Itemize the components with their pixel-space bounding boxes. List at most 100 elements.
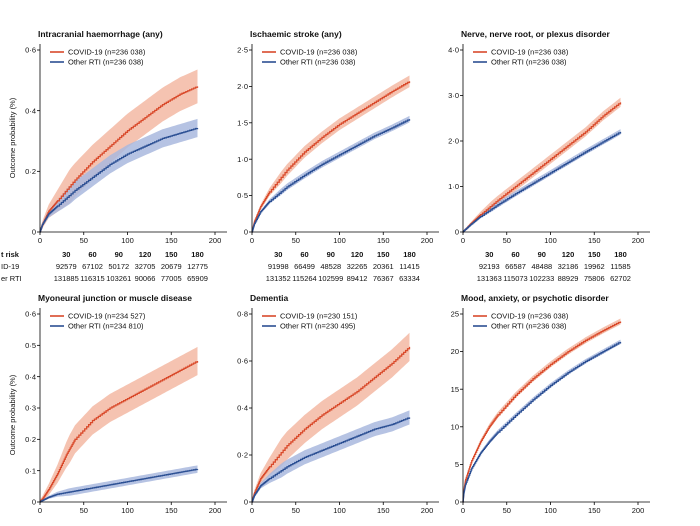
risk-header: t risk [1,250,20,259]
series-line-other [39,127,199,233]
y-tick-label: 0·6 [25,310,36,319]
y-tick-label: 0 [455,228,459,237]
risk-count-covid: 12775 [187,262,208,271]
risk-rowlabel-covid: ID-19 [1,262,19,271]
y-axis-label-bottom: Outcome probability (%) [8,374,17,455]
y-tick-label: 0·1 [25,466,36,475]
risk-time: 60 [511,250,519,259]
ci-band-other [252,410,410,502]
panel-title: Nerve, nerve root, or plexus disorder [461,29,610,39]
x-tick-label: 150 [588,236,601,245]
legend-label-covid: COVID-19 (n=236 038) [280,48,358,57]
risk-time: 90 [538,250,546,259]
panel-title: Dementia [250,293,289,303]
risk-count-other: 103261 [106,274,131,283]
y-tick-label: 20 [451,347,459,356]
y-tick-label: 0·5 [237,191,248,200]
risk-count-other: 63334 [399,274,420,283]
risk-time: 180 [191,250,204,259]
risk-time: 180 [403,250,416,259]
panel-2: Ischaemic stroke (any) 0 50 100 150 200 0 0·5 1·… [237,29,439,245]
legend-label-covid: COVID-19 (n=234 527) [68,312,146,321]
legend-label-covid: COVID-19 (n=230 151) [280,312,358,321]
risk-rowlabel-other: er RTI [1,274,22,283]
x-tick-label: 200 [209,506,222,515]
series-line-covid [39,361,199,503]
risk-count-covid: 11585 [610,262,630,271]
risk-count-other: 115264 [292,274,316,283]
y-tick-label: 15 [451,385,459,394]
y-tick-label: 4·0 [448,46,459,55]
legend-label-other: Other RTI (n=236 038) [491,58,567,67]
panel-4: Myoneural junction or muscle disease 0 50 1… [25,293,227,515]
risk-count-covid: 92193 [479,262,500,271]
risk-time: 60 [88,250,96,259]
x-tick-label: 0 [38,506,42,515]
x-tick-label: 50 [80,506,88,515]
panel-title: Intracranial haemorrhage (any) [38,29,163,39]
y-tick-label: 1·0 [448,182,459,191]
series-line-other [462,341,622,503]
y-tick-label: 0 [455,498,459,507]
risk-count-other: 131363 [477,274,502,283]
y-tick-label: 0 [32,498,36,507]
risk-count-other: 102599 [318,274,343,283]
risk-count-other: 116315 [80,274,104,283]
risk-count-covid: 19962 [584,262,605,271]
risk-time: 150 [165,250,178,259]
risk-count-covid: 92579 [56,262,77,271]
y-tick-label: 0·4 [25,106,36,115]
risk-count-other: 88929 [558,274,579,283]
panel-title: Myoneural junction or muscle disease [38,293,192,303]
risk-count-covid: 50172 [108,262,129,271]
x-tick-label: 100 [121,506,134,515]
x-tick-label: 0 [250,506,254,515]
risk-time: 60 [300,250,308,259]
panel-3: Nerve, nerve root, or plexus disorder 0 50… [448,29,650,245]
risk-time: 120 [139,250,152,259]
risk-count-covid: 48488 [531,262,552,271]
series-line-other [251,119,411,233]
risk-time: 90 [115,250,123,259]
series-line-other [462,131,622,233]
ci-band-covid [252,332,410,502]
y-tick-label: 2·0 [237,82,248,91]
x-tick-label: 50 [503,506,511,515]
x-tick-label: 100 [121,236,134,245]
legend-label-other: Other RTI (n=230 495) [280,322,356,331]
risk-count-covid: 91998 [268,262,289,271]
risk-count-covid: 32186 [558,262,579,271]
y-tick-label: 2·0 [448,137,459,146]
y-axis-label-top: Outcome probability (%) [8,97,17,178]
risk-count-other: 65909 [187,274,208,283]
x-tick-label: 150 [165,236,178,245]
ci-band-other [40,118,198,232]
risk-count-covid: 48528 [320,262,341,271]
x-tick-label: 150 [377,236,390,245]
panel-title: Mood, anxiety, or psychotic disorder [461,293,609,303]
y-tick-label: 0·5 [25,341,36,350]
x-tick-label: 150 [377,506,390,515]
y-tick-label: 10 [451,422,459,431]
panel-title: Ischaemic stroke (any) [250,29,342,39]
ci-band-covid [40,346,198,502]
risk-count-other: 102233 [529,274,554,283]
y-tick-label: 0·2 [25,435,36,444]
risk-count-covid: 32265 [347,262,368,271]
y-tick-label: 0·2 [237,451,248,460]
y-tick-label: 5 [455,460,459,469]
risk-count-other: 62702 [610,274,631,283]
x-tick-label: 200 [632,506,645,515]
risk-count-other: 77005 [161,274,182,283]
panel-6: Mood, anxiety, or psychotic disorder 0 50 1… [451,293,650,515]
y-tick-label: 0·6 [237,357,248,366]
x-tick-label: 150 [165,506,178,515]
x-tick-label: 0 [38,236,42,245]
risk-count-other: 131885 [54,274,79,283]
risk-count-other: 131352 [266,274,291,283]
legend-label-covid: COVID-19 (n=236 038) [491,312,569,321]
x-tick-label: 100 [333,236,346,245]
risk-time: 180 [614,250,627,259]
risk-time: 120 [351,250,364,259]
